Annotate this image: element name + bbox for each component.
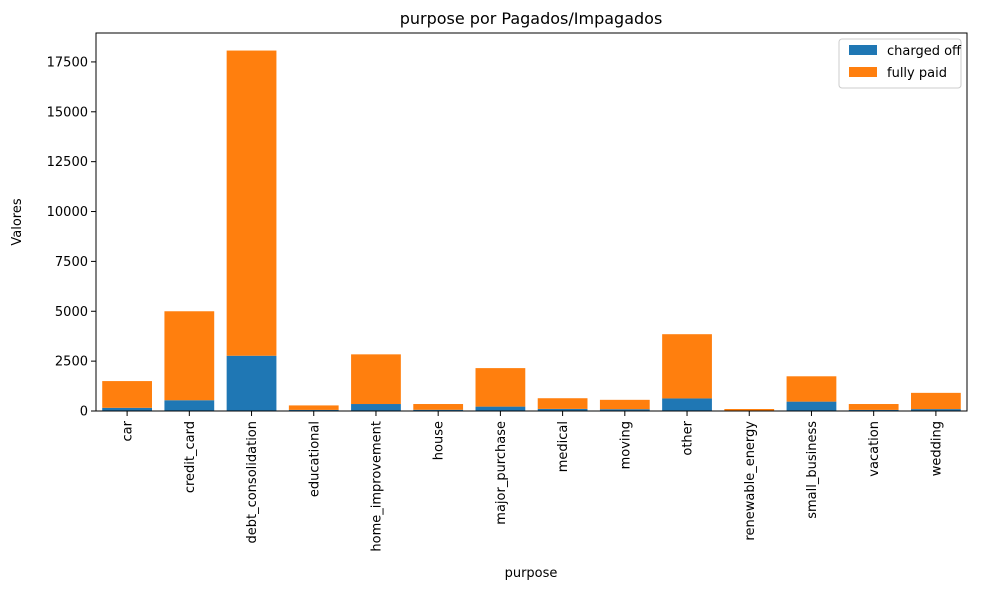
bar-charged-off-home-improvement	[351, 404, 401, 411]
bar-charged-off-house	[413, 409, 464, 411]
bar-charged-off-other	[662, 398, 712, 411]
y-tick-label: 2500	[55, 355, 88, 370]
y-tick-label: 7500	[55, 255, 88, 270]
x-tick-label: other	[681, 420, 696, 455]
bar-fully-paid-medical	[537, 398, 588, 409]
y-tick-label: 17500	[47, 55, 88, 70]
y-tick-label: 15000	[47, 105, 88, 120]
bar-fully-paid-debt-consolidation	[226, 50, 277, 356]
bars	[102, 50, 961, 411]
bar-charged-off-wedding	[911, 409, 961, 411]
chart-title: purpose por Pagados/Impagados	[400, 9, 663, 28]
bar-fully-paid-renewable-energy	[724, 409, 775, 411]
x-axis-label: purpose	[505, 566, 558, 581]
bar-fully-paid-house	[413, 404, 464, 410]
x-tick-label: car	[121, 420, 136, 441]
bar-charged-off-credit-card	[164, 400, 215, 411]
bar-fully-paid-small-business	[786, 376, 837, 402]
x-tick-label: wedding	[929, 421, 944, 476]
x-tick-label: small_business	[805, 421, 820, 519]
legend-label-fully-paid: fully paid	[887, 66, 947, 81]
bar-fully-paid-educational	[288, 405, 339, 410]
y-axis-label: Valores	[10, 198, 25, 245]
legend-label-charged-off: charged off	[887, 44, 962, 59]
y-tick-label: 5000	[55, 305, 88, 320]
x-tick-label: credit_card	[183, 421, 198, 493]
bar-fully-paid-major-purchase	[475, 368, 526, 407]
x-tick-label: educational	[307, 421, 322, 497]
bar-charged-off-moving	[599, 409, 650, 411]
x-tick-label: home_improvement	[369, 421, 384, 552]
bar-fully-paid-moving	[599, 399, 650, 410]
bar-fully-paid-credit-card	[164, 311, 215, 401]
x-tick-label: moving	[618, 421, 633, 469]
bar-charged-off-major-purchase	[475, 406, 526, 411]
x-tick-label: house	[432, 421, 447, 460]
legend: charged off fully paid	[838, 38, 962, 89]
bar-charged-off-debt-consolidation	[226, 355, 277, 411]
y-tick-label: 12500	[47, 155, 88, 170]
bar-charged-off-educational	[288, 409, 339, 411]
x-axis: car credit_card debt_consolidation educatio…	[121, 411, 944, 552]
bar-fully-paid-home-improvement	[351, 354, 401, 405]
bar-fully-paid-car	[102, 381, 152, 408]
x-tick-label: renewable_energy	[743, 421, 758, 541]
bar-fully-paid-vacation	[848, 404, 899, 410]
legend-swatch-charged-off	[849, 45, 877, 55]
y-tick-label: 0	[80, 405, 88, 420]
bar-fully-paid-other	[662, 334, 712, 399]
legend-swatch-fully-paid	[849, 67, 877, 77]
x-tick-label: vacation	[867, 421, 882, 477]
bar-charged-off-car	[102, 407, 152, 411]
y-tick-label: 10000	[47, 205, 88, 220]
x-tick-label: medical	[556, 421, 571, 472]
y-axis: 0 2500 5000 7500 10000 12500 15000 17500	[47, 55, 96, 420]
x-tick-label: major_purchase	[494, 421, 509, 525]
bar-charged-off-medical	[537, 408, 588, 411]
plot-frame	[95, 32, 968, 412]
x-tick-label: debt_consolidation	[245, 421, 260, 544]
bar-charged-off-vacation	[848, 409, 899, 411]
bar-charged-off-small-business	[786, 401, 837, 411]
bar-fully-paid-wedding	[911, 392, 961, 410]
